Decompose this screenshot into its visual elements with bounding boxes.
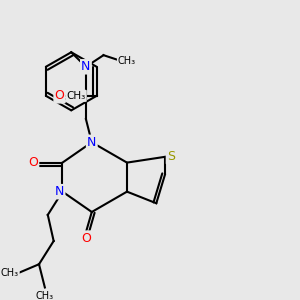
Text: O: O — [28, 156, 38, 169]
Text: CH₃: CH₃ — [67, 91, 86, 101]
Text: S: S — [167, 150, 175, 163]
Text: N: N — [55, 185, 64, 198]
Text: N: N — [87, 136, 97, 149]
Text: O: O — [55, 89, 64, 102]
Text: CH₃: CH₃ — [118, 56, 136, 66]
Text: CH₃: CH₃ — [1, 268, 19, 278]
Text: N: N — [81, 60, 91, 73]
Text: CH₃: CH₃ — [36, 291, 54, 300]
Text: O: O — [81, 232, 91, 244]
